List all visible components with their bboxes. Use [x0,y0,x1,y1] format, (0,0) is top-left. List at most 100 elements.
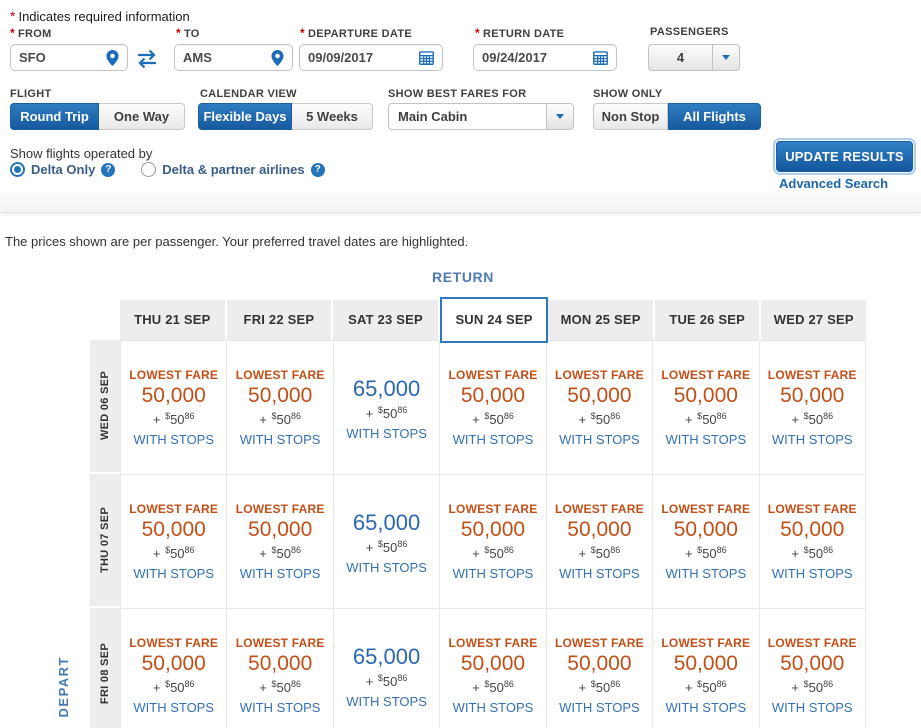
radio-delta-only[interactable]: Delta Only ? [10,162,116,177]
fare-cell[interactable]: LOWEST FARE 50,000 + $5086 WITH STOPS [227,609,334,728]
return-date-input[interactable]: 09/24/2017 [473,44,617,71]
fare-miles: 65,000 [352,376,421,401]
calendar-icon[interactable] [593,50,608,65]
fare-cell[interactable]: LOWEST FARE 50,000 + $5086 WITH STOPS [440,475,547,608]
to-input[interactable]: AMS [174,44,293,71]
fare-stops-link: WITH STOPS [771,700,853,715]
fare-cell[interactable]: LOWEST FARE 50,000 + $5086 WITH STOPS [653,341,760,474]
column-header[interactable]: FRI 22 SEP [226,300,334,340]
fare-miles: 50,000 [141,384,206,407]
fare-miles: 50,000 [248,384,313,407]
help-icon[interactable]: ? [310,162,325,177]
all-flights-button[interactable]: All Flights [668,103,761,130]
column-header[interactable]: SUN 24 SEP [439,297,549,343]
update-results-button[interactable]: UPDATE RESULTS [773,138,916,175]
fare-cell[interactable]: LOWEST FARE 50,000 + $5086 WITH STOPS [440,609,547,728]
advanced-search-link[interactable]: Advanced Search [779,176,889,191]
lowest-fare-badge: LOWEST FARE [235,502,325,516]
departure-date-input[interactable]: 09/09/2017 [299,44,443,71]
radio-delta-partner[interactable]: Delta & partner airlines ? [141,162,325,177]
fare-cell[interactable]: LOWEST FARE 50,000 + $5086 WITH STOPS [546,341,654,474]
swap-airports-icon[interactable] [135,48,159,70]
lowest-fare-badge: LOWEST FARE [129,502,219,516]
location-pin-icon [106,49,119,66]
fare-taxes: + $5086 [152,679,195,695]
panel-divider [0,192,921,213]
best-fares-select[interactable]: Main Cabin [388,103,574,130]
column-header[interactable]: THU 21 SEP [120,300,227,340]
lowest-fare-badge: LOWEST FARE [554,368,644,382]
show-only-label: SHOW ONLY [593,88,663,100]
fare-grid-row: LOWEST FARE 50,000 + $5086 WITH STOPS LOWEST… [121,609,866,728]
row-header[interactable]: WED 06 SEP [90,340,120,474]
fare-stops-link: WITH STOPS [239,432,321,447]
fare-taxes: + $5086 [578,411,621,427]
lowest-fare-badge: LOWEST FARE [767,636,857,650]
column-header[interactable]: SAT 23 SEP [333,300,440,340]
fare-stops-link: WITH STOPS [346,694,427,709]
from-input[interactable]: SFO [10,44,128,71]
lowest-fare-badge: LOWEST FARE [661,502,751,516]
fare-stops-link: WITH STOPS [133,700,215,715]
depart-axis-label: DEPART [55,655,71,718]
fare-cell[interactable]: LOWEST FARE 50,000 + $5086 WITH STOPS [759,609,866,728]
fare-cell[interactable]: LOWEST FARE 50,000 + $5086 WITH STOPS [121,341,228,474]
fare-cell[interactable]: LOWEST FARE 50,000 + $5086 WITH STOPS [546,609,654,728]
row-header-label: FRI 08 SEP [99,643,111,705]
fare-miles: 50,000 [460,652,526,675]
column-header[interactable]: WED 27 SEP [761,300,867,340]
fare-stops-link: WITH STOPS [239,566,321,581]
fare-miles: 50,000 [141,518,206,541]
calendar-icon[interactable] [419,50,434,65]
fare-taxes: + $5086 [684,679,727,695]
fare-stops-link: WITH STOPS [452,432,534,447]
fare-cell[interactable]: LOWEST FARE 50,000 + $5086 WITH STOPS [121,609,228,728]
fare-cell[interactable]: 65,000 + $5086 WITH STOPS [333,341,441,474]
fare-cell[interactable]: LOWEST FARE 50,000 + $5086 WITH STOPS [653,609,760,728]
flexible-days-button[interactable]: Flexible Days [198,103,292,130]
help-icon[interactable]: ? [101,162,116,177]
return-date-label: * RETURN DATE [475,26,565,40]
column-header[interactable]: TUE 26 SEP [654,300,762,340]
return-date-value: 09/24/2017 [482,50,548,65]
fare-miles: 50,000 [780,384,845,407]
fare-taxes: + $5086 [791,545,834,561]
best-fares-label: SHOW BEST FARES FOR [388,88,527,100]
lowest-fare-badge: LOWEST FARE [767,368,857,382]
fare-cell[interactable]: LOWEST FARE 50,000 + $5086 WITH STOPS [759,341,866,474]
one-way-button[interactable]: One Way [99,103,185,130]
round-trip-button[interactable]: Round Trip [10,103,99,130]
fare-taxes: + $5086 [472,679,514,695]
fare-miles: 50,000 [460,384,526,407]
fare-stops-link: WITH STOPS [452,700,534,715]
fare-taxes: + $5086 [152,545,195,561]
fare-miles: 50,000 [460,518,526,541]
required-asterisk: * [300,26,305,40]
non-stop-button[interactable]: Non Stop [593,103,668,130]
calendar-view-toggle: Flexible Days 5 Weeks [198,103,373,130]
row-header[interactable]: FRI 08 SEP [90,608,120,728]
fare-cell[interactable]: LOWEST FARE 50,000 + $5086 WITH STOPS [653,475,760,608]
location-pin-icon [271,49,284,66]
five-weeks-button[interactable]: 5 Weeks [292,103,373,130]
fare-cell[interactable]: LOWEST FARE 50,000 + $5086 WITH STOPS [227,341,334,474]
operated-by-radio-group: Delta Only ? Delta & partner airlines ? [10,162,325,177]
return-axis-label: RETURN [432,269,494,285]
fare-cell[interactable]: LOWEST FARE 50,000 + $5086 WITH STOPS [759,475,866,608]
fare-miles: 50,000 [780,652,845,675]
fare-cell[interactable]: LOWEST FARE 50,000 + $5086 WITH STOPS [227,475,334,608]
fare-cell[interactable]: LOWEST FARE 50,000 + $5086 WITH STOPS [440,341,547,474]
column-header[interactable]: MON 25 SEP [548,300,655,340]
departure-date-label: * DEPARTURE DATE [300,26,413,40]
fare-taxes: + $5086 [365,405,408,421]
fare-cell[interactable]: 65,000 + $5086 WITH STOPS [333,609,441,728]
fare-cell[interactable]: LOWEST FARE 50,000 + $5086 WITH STOPS [121,475,228,608]
passengers-value: 4 [676,50,685,65]
calendar-view-label: CALENDAR VIEW [200,88,297,100]
fare-cell[interactable]: 65,000 + $5086 WITH STOPS [333,475,441,608]
to-label: * TO [176,26,200,40]
row-header[interactable]: THU 07 SEP [90,474,120,608]
fare-cell[interactable]: LOWEST FARE 50,000 + $5086 WITH STOPS [546,475,654,608]
passengers-select[interactable]: 4 [648,44,740,71]
fare-grid-row: LOWEST FARE 50,000 + $5086 WITH STOPS LOWEST… [121,475,866,609]
